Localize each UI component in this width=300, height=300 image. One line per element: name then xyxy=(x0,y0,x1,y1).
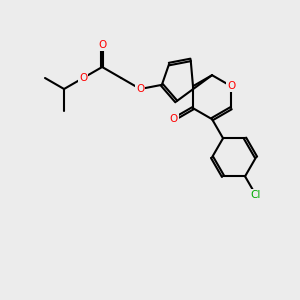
Text: O: O xyxy=(227,81,235,91)
Text: O: O xyxy=(136,84,144,94)
Text: O: O xyxy=(98,40,106,50)
Text: Cl: Cl xyxy=(251,190,261,200)
Text: O: O xyxy=(170,114,178,124)
Text: O: O xyxy=(79,73,87,83)
